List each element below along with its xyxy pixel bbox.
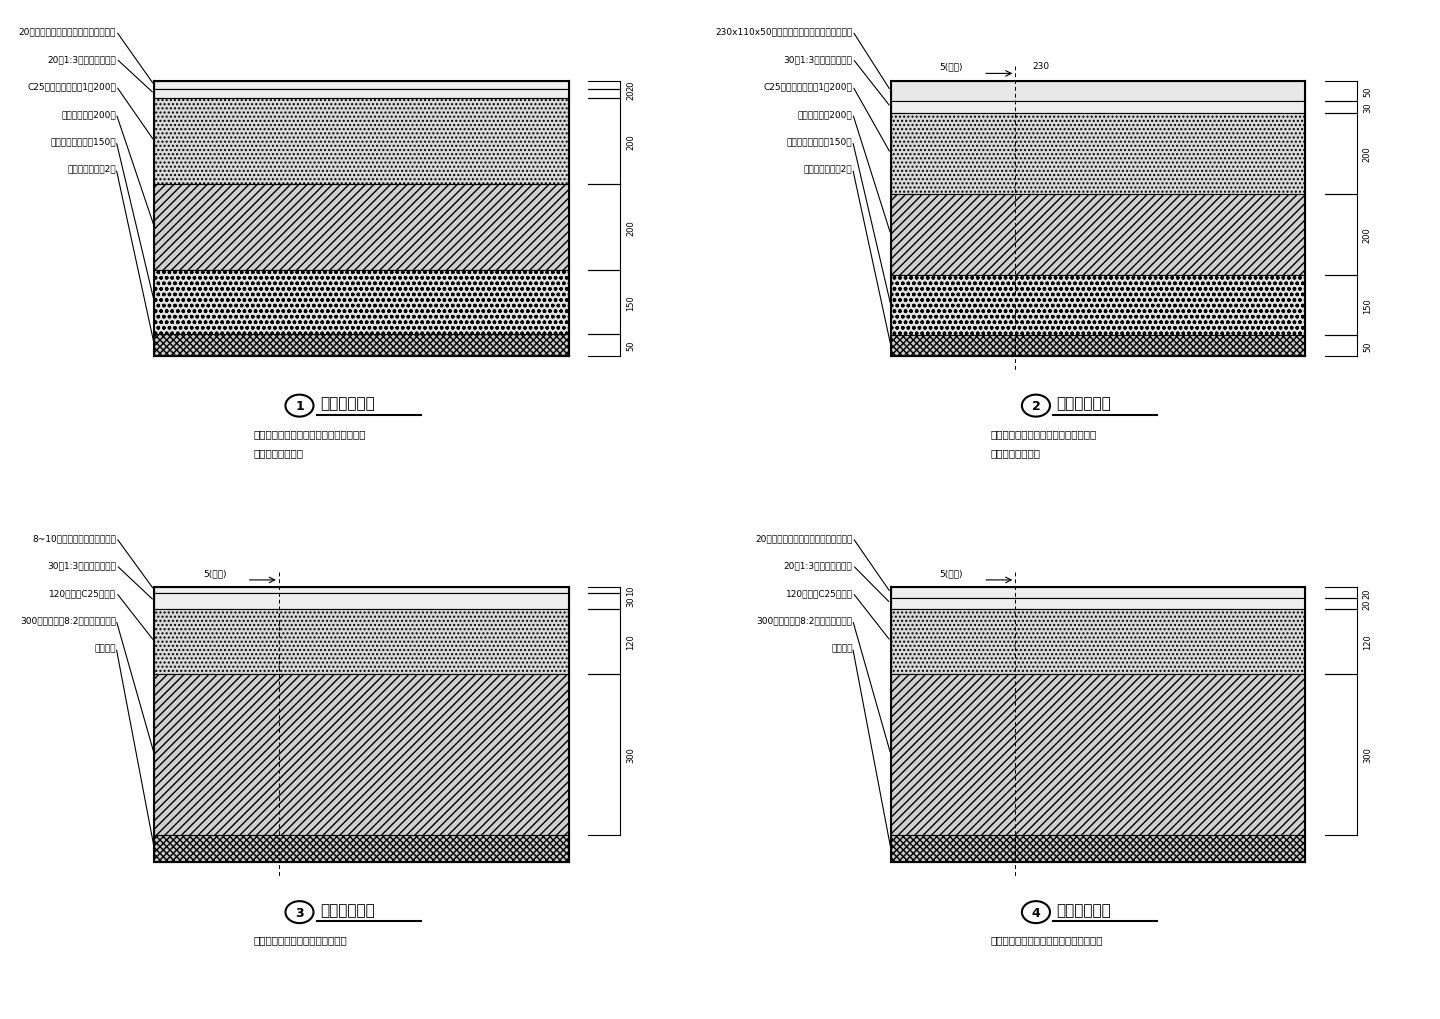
- Text: 素土夯实: 素土夯实: [831, 643, 852, 652]
- Text: 铺广场砖地面（路基在自然土上）: 铺广场砖地面（路基在自然土上）: [253, 934, 347, 945]
- Text: 园路剖面详图: 园路剖面详图: [320, 396, 374, 412]
- Text: 50: 50: [1362, 341, 1372, 352]
- Text: 20厚花岗石或青石面层（水泥浆擦缝）: 20厚花岗石或青石面层（水泥浆擦缝）: [755, 533, 852, 542]
- Text: 路基碾压实（注2）: 路基碾压实（注2）: [68, 165, 117, 173]
- Text: 5(标准): 5(标准): [203, 569, 226, 578]
- Text: 2: 2: [1031, 399, 1040, 413]
- Text: 素土夯实: 素土夯实: [95, 643, 117, 652]
- Text: 园路剖面详图: 园路剖面详图: [1057, 902, 1112, 917]
- Text: 120: 120: [1362, 634, 1372, 649]
- Text: 150: 150: [1362, 298, 1372, 314]
- Text: 300厚土石屑（8:2混合）分层夯实: 300厚土石屑（8:2混合）分层夯实: [20, 615, 117, 625]
- FancyBboxPatch shape: [154, 270, 569, 335]
- FancyBboxPatch shape: [154, 593, 569, 609]
- FancyBboxPatch shape: [891, 102, 1306, 114]
- Text: 230: 230: [1032, 62, 1050, 71]
- Text: 铺花岗石或青石地面（路基在自然土上，: 铺花岗石或青石地面（路基在自然土上，: [253, 429, 366, 438]
- Text: 50: 50: [626, 340, 635, 351]
- Text: 20: 20: [1362, 588, 1372, 598]
- FancyBboxPatch shape: [154, 674, 569, 836]
- Text: 可供消防车通过）: 可供消防车通过）: [253, 447, 304, 458]
- Text: 120厚现浇C25混凝土: 120厚现浇C25混凝土: [49, 588, 117, 597]
- FancyBboxPatch shape: [891, 609, 1306, 674]
- Text: 园路剖面详图: 园路剖面详图: [320, 902, 374, 917]
- Text: 8~10厚广场砖（水泥浆擦缝）: 8~10厚广场砖（水泥浆擦缝）: [32, 533, 117, 542]
- FancyBboxPatch shape: [891, 114, 1306, 195]
- FancyBboxPatch shape: [891, 195, 1306, 275]
- Text: 20: 20: [626, 90, 635, 100]
- FancyBboxPatch shape: [891, 275, 1306, 336]
- FancyBboxPatch shape: [891, 598, 1306, 609]
- FancyBboxPatch shape: [154, 184, 569, 270]
- Text: 200: 200: [1362, 227, 1372, 244]
- Text: 20厚1:3水泥砂浆找平层: 20厚1:3水泥砂浆找平层: [783, 560, 852, 570]
- FancyBboxPatch shape: [891, 336, 1306, 357]
- Text: 级配碎石基层200厚: 级配碎石基层200厚: [798, 110, 852, 119]
- Text: 20厚花岗石或青石面层（水泥浆擦缝）: 20厚花岗石或青石面层（水泥浆擦缝）: [19, 28, 117, 37]
- Text: 200: 200: [626, 133, 635, 150]
- Text: 300厚土石屑（8:2混合）分层夯实: 300厚土石屑（8:2混合）分层夯实: [756, 615, 852, 625]
- Text: 混铺块碎石底基层150厚: 混铺块碎石底基层150厚: [786, 138, 852, 146]
- Text: 20: 20: [626, 81, 635, 92]
- Text: 300: 300: [626, 747, 635, 762]
- Text: 园路剖面详图: 园路剖面详图: [1057, 396, 1112, 412]
- Text: 级配碎石基层200厚: 级配碎石基层200厚: [62, 110, 117, 119]
- FancyBboxPatch shape: [154, 836, 569, 862]
- Text: 5(标准): 5(标准): [940, 62, 963, 71]
- Text: 5(标准): 5(标准): [940, 569, 963, 578]
- Text: C25混凝土路面（注1）200厚: C25混凝土路面（注1）200厚: [27, 83, 117, 92]
- Text: 路基碾压实（注2）: 路基碾压实（注2）: [804, 165, 852, 173]
- Text: 10: 10: [626, 585, 635, 596]
- Text: 澳大利亚红砖地面（路基在自然土上，: 澳大利亚红砖地面（路基在自然土上，: [991, 429, 1096, 438]
- Text: 30厚1:3水泥砂浆找平层: 30厚1:3水泥砂浆找平层: [48, 560, 117, 570]
- Text: 150: 150: [626, 294, 635, 311]
- Text: 50: 50: [1362, 87, 1372, 97]
- Text: 可供消防车通过）: 可供消防车通过）: [991, 447, 1040, 458]
- Text: 3: 3: [295, 906, 304, 919]
- FancyBboxPatch shape: [891, 82, 1306, 102]
- Text: 120: 120: [626, 634, 635, 649]
- Text: 200: 200: [626, 220, 635, 235]
- Text: 120厚现浇C25混凝土: 120厚现浇C25混凝土: [786, 588, 852, 597]
- Text: 230x110x50厚机制粘土砖路面（水泥浆擦缝）: 230x110x50厚机制粘土砖路面（水泥浆擦缝）: [716, 28, 852, 37]
- Text: 铺花岗石或青石地面（路基在自然土上）: 铺花岗石或青石地面（路基在自然土上）: [991, 934, 1103, 945]
- Text: 4: 4: [1031, 906, 1040, 919]
- FancyBboxPatch shape: [891, 836, 1306, 862]
- Text: 300: 300: [1362, 747, 1372, 762]
- Text: 30: 30: [1362, 103, 1372, 113]
- Text: 20厚1:3水泥砂浆找平层: 20厚1:3水泥砂浆找平层: [48, 55, 117, 64]
- FancyBboxPatch shape: [891, 674, 1306, 836]
- FancyBboxPatch shape: [154, 82, 569, 91]
- Text: 200: 200: [1362, 147, 1372, 162]
- FancyBboxPatch shape: [154, 335, 569, 357]
- FancyBboxPatch shape: [154, 99, 569, 184]
- FancyBboxPatch shape: [891, 588, 1306, 598]
- Text: 20: 20: [1362, 599, 1372, 609]
- Text: 混铺块碎石底基层150厚: 混铺块碎石底基层150厚: [50, 138, 117, 146]
- Text: 30: 30: [626, 596, 635, 606]
- Text: 1: 1: [295, 399, 304, 413]
- Text: 30厚1:3水泥砂浆找平层: 30厚1:3水泥砂浆找平层: [783, 55, 852, 64]
- FancyBboxPatch shape: [154, 91, 569, 99]
- FancyBboxPatch shape: [154, 609, 569, 674]
- FancyBboxPatch shape: [154, 588, 569, 593]
- Text: C25混凝土路面（注1）200厚: C25混凝土路面（注1）200厚: [763, 83, 852, 92]
